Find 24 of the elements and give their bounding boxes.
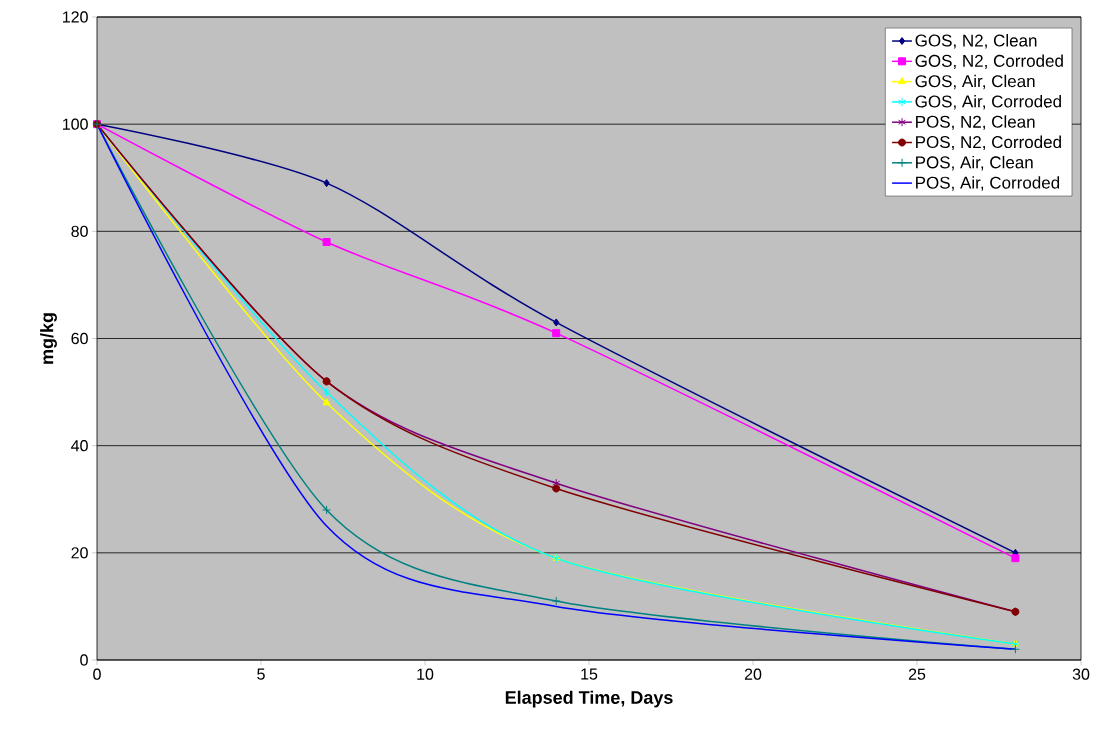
legend-label: POS, N2, Clean bbox=[916, 115, 1035, 130]
x-tick-label: 10 bbox=[417, 668, 434, 680]
y-axis-title: mg/kg bbox=[40, 313, 57, 364]
y-tick-label: 20 bbox=[71, 547, 88, 559]
x-tick-label: 30 bbox=[1072, 668, 1090, 680]
legend-label: GOS, Air, Corroded bbox=[915, 95, 1061, 110]
legend-label: POS, N2, Corroded bbox=[916, 135, 1061, 151]
y-tick-label: 100 bbox=[63, 118, 88, 130]
x-tick-label: 15 bbox=[581, 668, 598, 680]
y-tick-label: 40 bbox=[71, 440, 88, 452]
x-tick-label: 5 bbox=[257, 668, 265, 680]
x-tick-label: 20 bbox=[744, 668, 762, 680]
legend-label: POS, Air, Clean bbox=[916, 155, 1033, 171]
legend-label: POS, Air, Corroded bbox=[916, 176, 1060, 191]
y-tick-label: 80 bbox=[71, 225, 88, 237]
x-axis-title: Elapsed Time, Days bbox=[505, 690, 673, 708]
x-tick-label: 0 bbox=[93, 668, 101, 680]
legend-label: GOS, N2, Corroded bbox=[915, 54, 1063, 69]
y-tick-label: 0 bbox=[80, 654, 88, 666]
legend-label: GOS, N2, Clean bbox=[915, 34, 1037, 49]
legend-label: GOS, Air, Clean bbox=[915, 74, 1035, 90]
y-tick-label: 60 bbox=[71, 332, 88, 345]
x-tick-label: 25 bbox=[908, 668, 926, 680]
y-tick-label: 120 bbox=[63, 11, 88, 23]
